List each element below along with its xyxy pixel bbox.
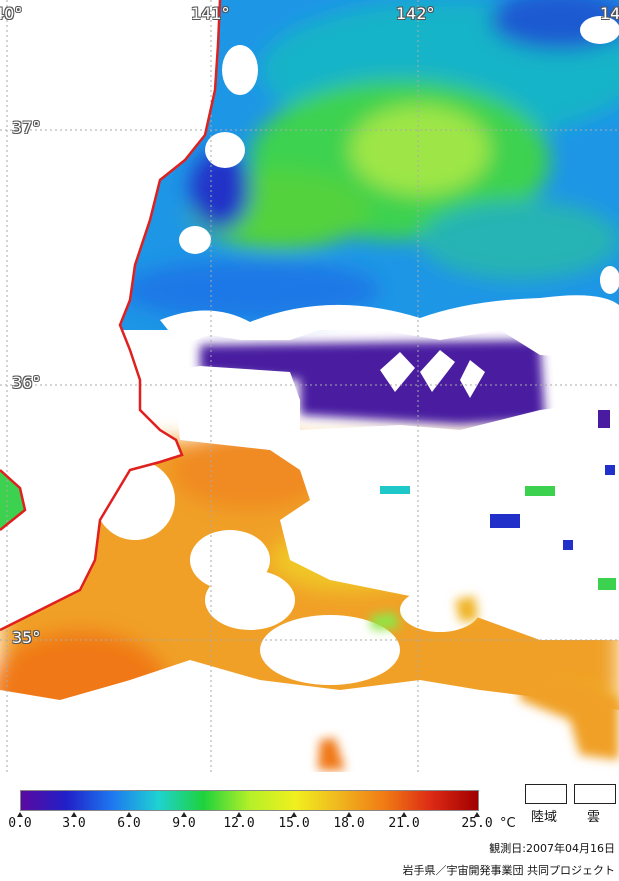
tick-mark — [236, 812, 242, 817]
tick-label: 25.0 — [461, 816, 493, 831]
lat-label-36: 36° — [12, 373, 41, 392]
tick-label: 18.0 — [333, 816, 365, 831]
cloud-mask — [0, 16, 619, 772]
tick-label: 0.0 — [8, 816, 32, 831]
tick-mark — [346, 812, 352, 817]
coastline — [0, 0, 222, 632]
land-legend-swatch — [525, 784, 567, 804]
tick-mark — [291, 812, 297, 817]
tick-mark — [474, 812, 480, 817]
unit-label: °C — [500, 816, 516, 831]
tick-label: 6.0 — [117, 816, 141, 831]
warm-patches — [318, 596, 619, 770]
tick-mark — [401, 812, 407, 817]
land-legend-label: 陸域 — [531, 810, 558, 825]
lon-label-142: 142° — [396, 4, 435, 23]
tick-mark — [17, 812, 23, 817]
land-area — [0, 0, 220, 630]
credit-text: 岩手県／宇宙開発事業団 共同プロジェクト — [402, 864, 616, 877]
tick-mark — [71, 812, 77, 817]
temperature-colorbar — [20, 790, 479, 811]
sst-map: 40° 141° 142° 14 37° 36° 35° — [0, 0, 619, 772]
tick-label: 12.0 — [223, 816, 255, 831]
tick-mark — [181, 812, 187, 817]
lat-label-37: 37° — [12, 118, 41, 137]
lat-label-35: 35° — [12, 628, 41, 647]
lon-label-143: 14 — [600, 4, 619, 23]
observation-date: 観測日:2007年04月16日 — [489, 842, 615, 855]
cloud-legend-label: 雲 — [587, 810, 601, 825]
lon-label-140: 40° — [0, 4, 23, 23]
cloud-legend-swatch — [574, 784, 616, 804]
coastline-island — [0, 469, 27, 531]
tick-mark — [126, 812, 132, 817]
tick-label: 3.0 — [62, 816, 86, 831]
tick-label: 9.0 — [172, 816, 196, 831]
tick-label: 15.0 — [278, 816, 310, 831]
sst-map-image — [0, 0, 619, 772]
tick-label: 21.0 — [388, 816, 420, 831]
lon-label-141: 141° — [191, 4, 230, 23]
graticule — [0, 0, 619, 772]
cold-fragments — [380, 410, 616, 590]
